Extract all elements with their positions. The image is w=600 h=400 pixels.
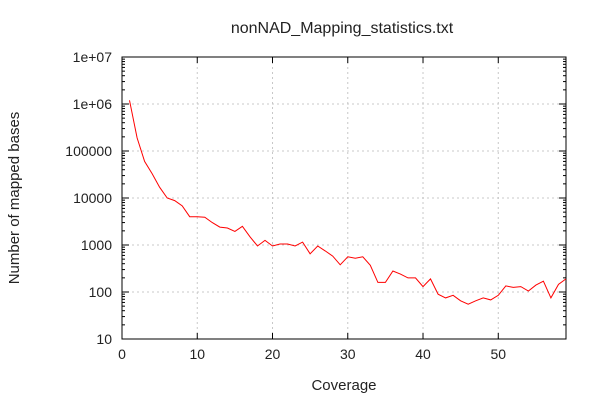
x-tick-label: 40 — [415, 346, 431, 362]
y-axis-label: Number of mapped bases — [6, 112, 23, 285]
y-tick-label: 10000 — [73, 190, 112, 206]
y-tick-label: 10 — [96, 331, 112, 347]
x-tick-label: 20 — [265, 346, 281, 362]
y-tick-label: 1e+06 — [73, 96, 113, 112]
x-tick-label: 0 — [118, 346, 126, 362]
series-layer — [129, 100, 567, 305]
series-line-0 — [129, 100, 567, 305]
x-tick-label: 10 — [189, 346, 205, 362]
grid — [122, 57, 566, 339]
chart-title: nonNAD_Mapping_statistics.txt — [231, 20, 454, 37]
y-tick-label: 1000 — [81, 237, 112, 253]
y-tick-label: 100 — [89, 284, 113, 300]
y-tick-label: 1e+07 — [73, 49, 113, 65]
x-tick-label: 30 — [340, 346, 356, 362]
y-tick-label: 100000 — [65, 143, 112, 159]
axis-ticks: 0 10 20 30 40 50 10 100 1000 10000 100000 1e+06 1e+0… — [65, 49, 566, 362]
x-axis-label: Coverage — [311, 377, 376, 394]
x-tick-label: 50 — [490, 346, 506, 362]
